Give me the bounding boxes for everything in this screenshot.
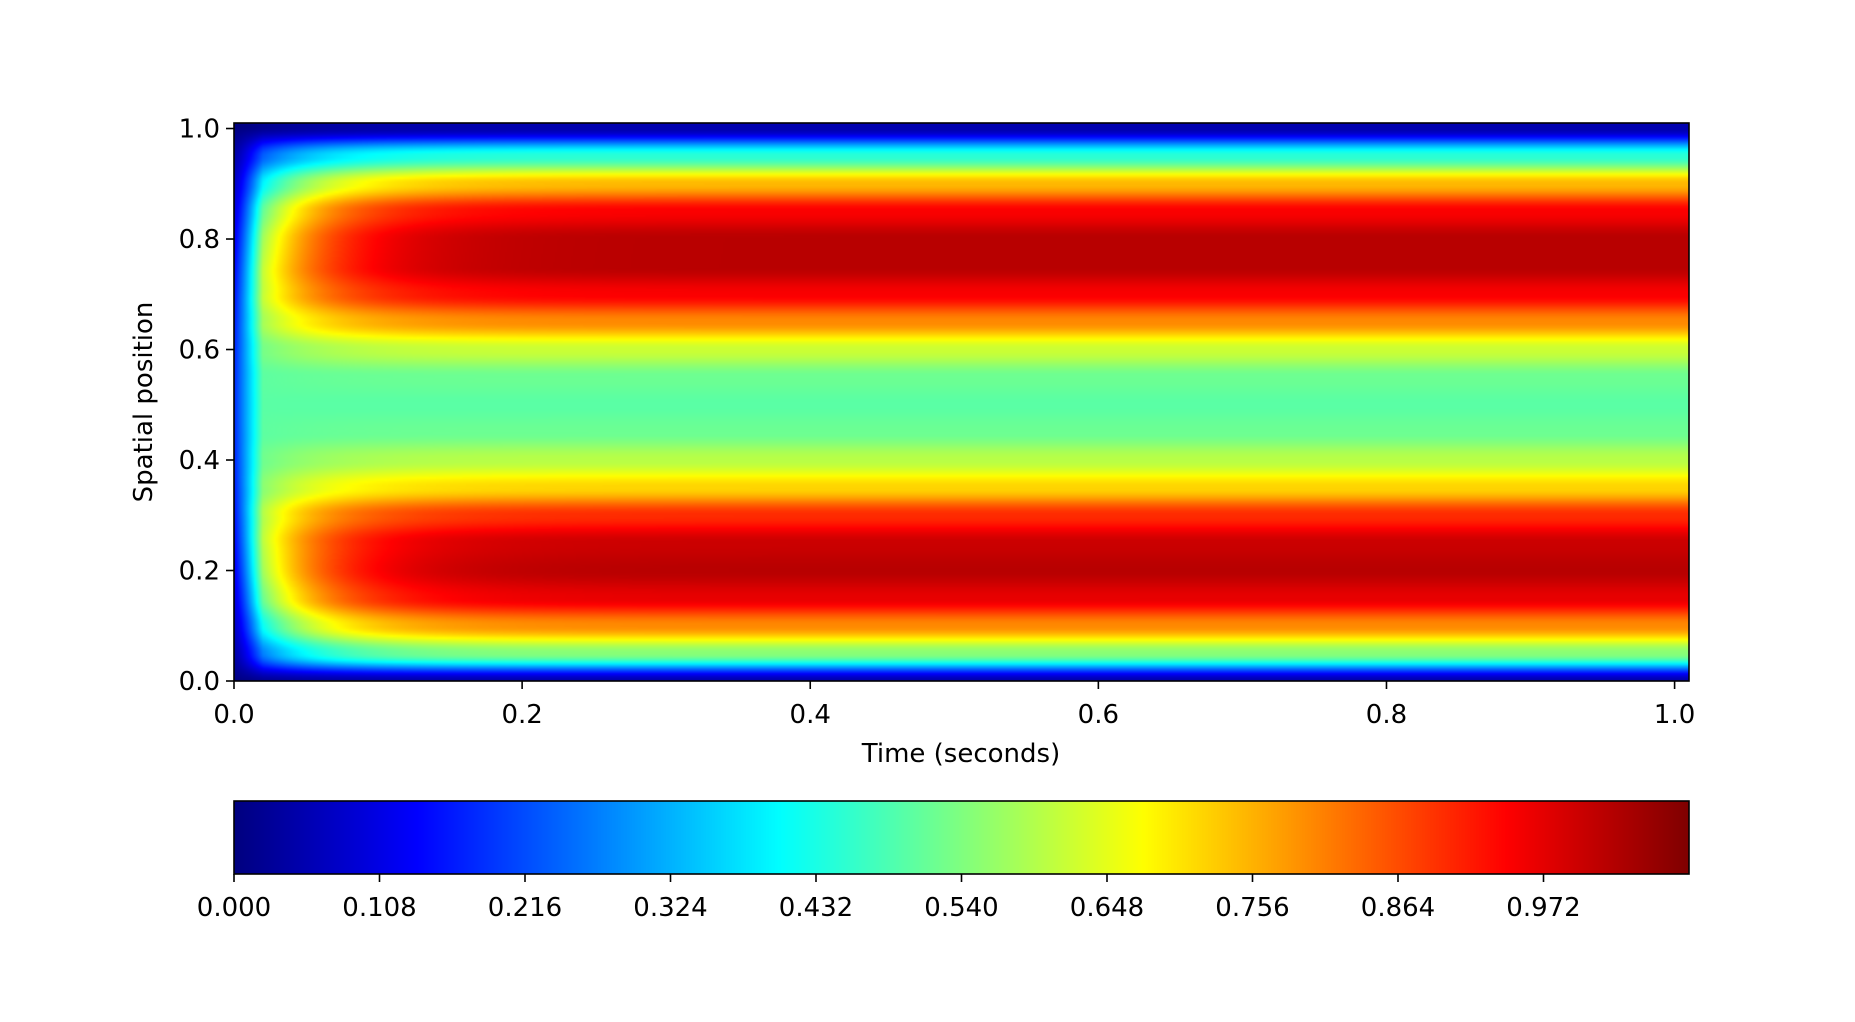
y-tick-label: 0.8 [179,225,220,255]
y-tick-label: 0.0 [179,667,220,697]
y-tick-label: 0.6 [179,336,220,366]
heatmap-image [234,123,1689,681]
colorbar-tick-label: 0.324 [633,893,707,923]
y-tick-label: 1.0 [179,115,220,145]
x-tick-label: 0.8 [1366,700,1407,730]
x-tick-label: 0.4 [790,700,831,730]
colorbar-tick-label: 0.972 [1506,893,1580,923]
x-axis-label: Time (seconds) [861,739,1060,769]
y-tick-label: 0.2 [179,557,220,587]
colorbar-tick-label: 0.756 [1215,893,1289,923]
colorbar-tick-label: 0.864 [1361,893,1435,923]
y-axis-label: Spatial position [129,302,159,503]
x-tick-label: 0.0 [213,700,254,730]
x-tick-label: 0.6 [1078,700,1119,730]
colorbar-ticks: 0.000 0.108 0.216 0.324 0.432 0.540 0.648 0.756… [197,874,1581,923]
colorbar-gradient [234,801,1689,874]
colorbar-tick-label: 0.000 [197,893,271,923]
colorbar-tick-label: 0.432 [779,893,853,923]
colorbar-frame [233,800,1690,875]
colorbar-tick-label: 0.108 [342,893,416,923]
x-tick-label: 1.0 [1654,700,1695,730]
y-tick-label: 0.4 [179,446,220,476]
plot-frame [233,122,1690,682]
x-tick-label: 0.2 [501,700,542,730]
x-axis-ticks: 0.0 0.2 0.4 0.6 0.8 1.0 [213,681,1695,730]
colorbar-tick-label: 0.540 [924,893,998,923]
colorbar-tick-label: 0.648 [1070,893,1144,923]
colorbar-tick-label: 0.216 [488,893,562,923]
y-axis-ticks: 0.0 0.2 0.4 0.6 0.8 1.0 [179,115,234,697]
